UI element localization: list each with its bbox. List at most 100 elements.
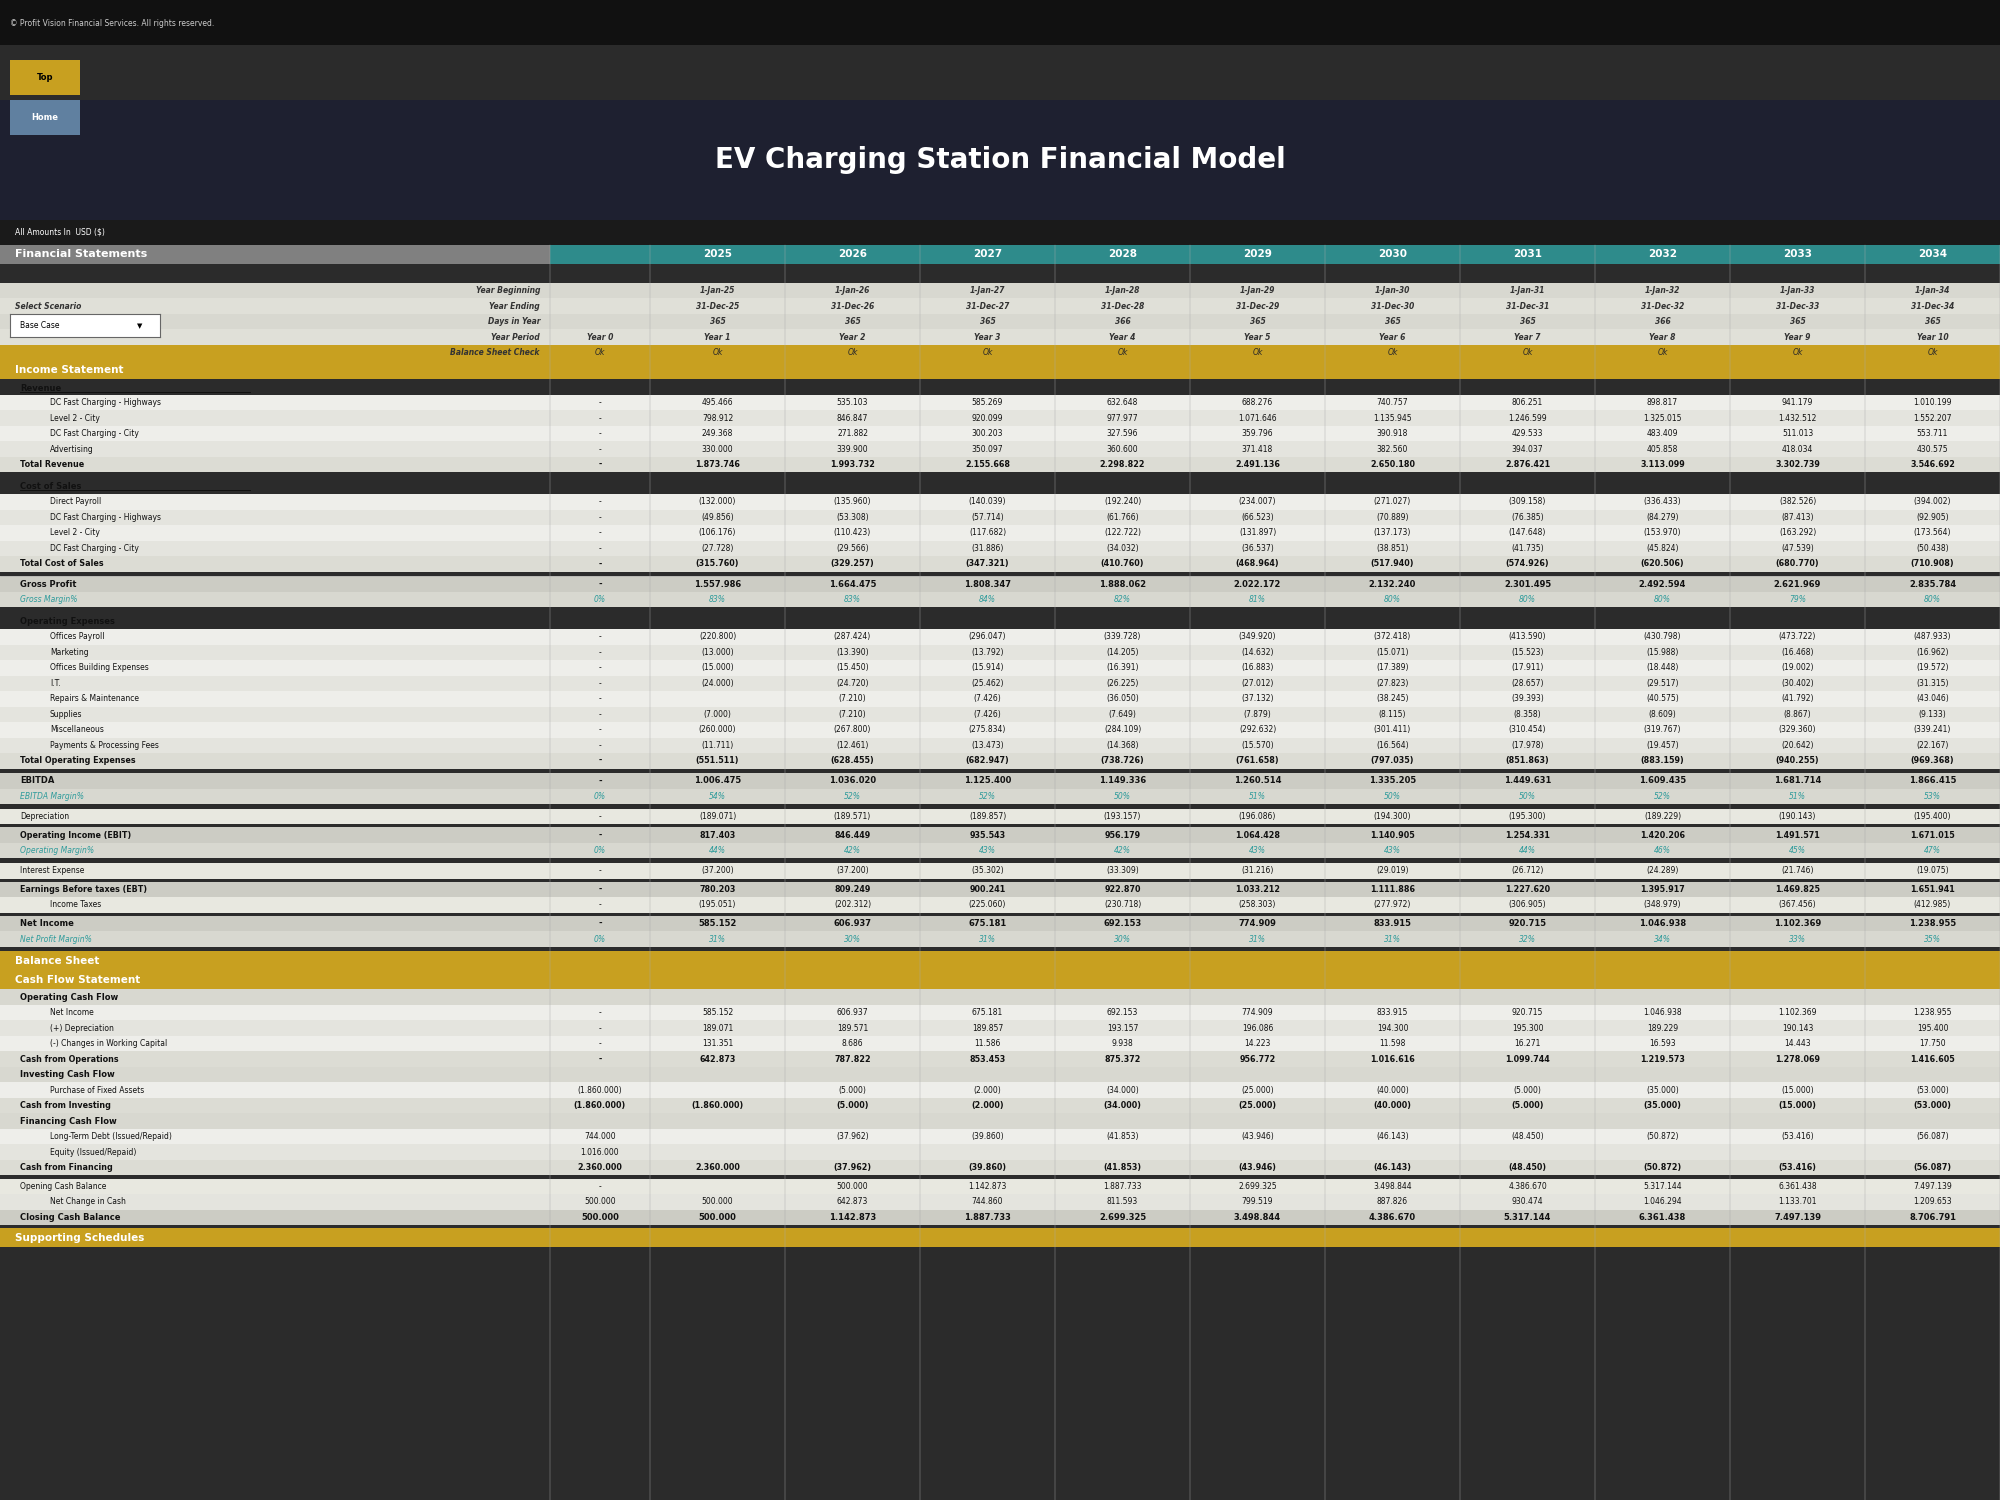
Text: 31%: 31%: [708, 934, 726, 944]
Text: (24.000): (24.000): [702, 680, 734, 688]
Text: 817.403: 817.403: [700, 831, 736, 840]
Text: (620.506): (620.506): [1640, 560, 1684, 568]
Text: -: -: [598, 414, 602, 423]
Text: 4.386.670: 4.386.670: [1508, 1182, 1546, 1191]
Text: 1.873.746: 1.873.746: [696, 460, 740, 470]
Text: (25.000): (25.000): [1242, 1086, 1274, 1095]
Text: 365: 365: [1250, 318, 1266, 327]
Text: 2.360.000: 2.360.000: [696, 1162, 740, 1172]
Text: 1.016.000: 1.016.000: [580, 1148, 620, 1156]
Text: Operating Cash Flow: Operating Cash Flow: [20, 993, 118, 1002]
Text: (225.060): (225.060): [968, 900, 1006, 909]
Text: (2.000): (2.000): [974, 1086, 1002, 1095]
Text: 1-Jan-34: 1-Jan-34: [1914, 286, 1950, 296]
Text: -: -: [598, 900, 602, 909]
Bar: [550, 244, 2000, 264]
Text: 606.937: 606.937: [836, 1008, 868, 1017]
Text: (34.000): (34.000): [1106, 1086, 1138, 1095]
Text: 500.000: 500.000: [836, 1182, 868, 1191]
Text: 50%: 50%: [1114, 792, 1132, 801]
Text: 1.246.599: 1.246.599: [1508, 414, 1546, 423]
Bar: [0, 772, 2000, 789]
Text: 189.571: 189.571: [836, 1023, 868, 1032]
Text: (8.115): (8.115): [1378, 710, 1406, 718]
Text: (7.210): (7.210): [838, 710, 866, 718]
Text: 806.251: 806.251: [1512, 398, 1544, 406]
Text: (260.000): (260.000): [698, 726, 736, 735]
Text: (271.027): (271.027): [1374, 498, 1412, 507]
Text: (24.289): (24.289): [1646, 867, 1678, 876]
Text: (25.462): (25.462): [972, 680, 1004, 688]
Text: 11.586: 11.586: [974, 1040, 1000, 1048]
Text: 898.817: 898.817: [1646, 398, 1678, 406]
Text: 2026: 2026: [838, 249, 868, 259]
Text: 50%: 50%: [1384, 792, 1400, 801]
Bar: [0, 1130, 2000, 1144]
Text: 418.034: 418.034: [1782, 444, 1814, 453]
Text: 45%: 45%: [1790, 846, 1806, 855]
Text: 31-Dec-33: 31-Dec-33: [1776, 302, 1820, 310]
Text: 189.229: 189.229: [1646, 1023, 1678, 1032]
Text: Year 1: Year 1: [704, 333, 730, 342]
Text: (14.368): (14.368): [1106, 741, 1138, 750]
Text: 80%: 80%: [1924, 596, 1940, 604]
Text: (48.450): (48.450): [1512, 1132, 1544, 1142]
Text: -: -: [598, 777, 602, 786]
Text: Offices Payroll: Offices Payroll: [50, 633, 104, 642]
Text: (56.087): (56.087): [1914, 1162, 1952, 1172]
Text: 2032: 2032: [1648, 249, 1676, 259]
Text: (16.883): (16.883): [1242, 663, 1274, 672]
Bar: [0, 1036, 2000, 1052]
Text: 2034: 2034: [1918, 249, 1948, 259]
Text: 51%: 51%: [1790, 792, 1806, 801]
Text: 1.142.873: 1.142.873: [968, 1182, 1006, 1191]
Text: Total Operating Expenses: Total Operating Expenses: [20, 756, 136, 765]
Text: (56.087): (56.087): [1916, 1132, 1948, 1142]
Text: 382.560: 382.560: [1376, 444, 1408, 453]
Text: (883.159): (883.159): [1640, 756, 1684, 765]
Text: (37.132): (37.132): [1242, 694, 1274, 703]
Text: (41.735): (41.735): [1512, 544, 1544, 554]
Text: All Amounts In  USD ($): All Amounts In USD ($): [16, 228, 104, 237]
Text: (137.173): (137.173): [1374, 528, 1412, 537]
Text: 930.474: 930.474: [1512, 1197, 1544, 1206]
Text: (18.448): (18.448): [1646, 663, 1678, 672]
Text: 977.977: 977.977: [1106, 414, 1138, 423]
Text: 483.409: 483.409: [1646, 429, 1678, 438]
Text: 43%: 43%: [1248, 846, 1266, 855]
Text: -: -: [598, 831, 602, 840]
Text: Year Ending: Year Ending: [490, 302, 540, 310]
Text: 1.219.573: 1.219.573: [1640, 1054, 1684, 1064]
Text: (45.824): (45.824): [1646, 544, 1678, 554]
Text: Operating Expenses: Operating Expenses: [20, 616, 114, 626]
Text: 1.016.616: 1.016.616: [1370, 1054, 1414, 1064]
Text: (34.032): (34.032): [1106, 544, 1138, 554]
Text: (40.575): (40.575): [1646, 694, 1678, 703]
Bar: [0, 1209, 2000, 1225]
Bar: [0, 862, 2000, 879]
Text: (851.863): (851.863): [1506, 756, 1550, 765]
Text: 500.000: 500.000: [702, 1197, 734, 1206]
Text: (37.200): (37.200): [702, 867, 734, 876]
Text: (13.792): (13.792): [972, 648, 1004, 657]
Text: (710.908): (710.908): [1910, 560, 1954, 568]
Text: 365: 365: [1790, 318, 1806, 327]
Text: 585.152: 585.152: [702, 1008, 734, 1017]
Text: 360.600: 360.600: [1106, 444, 1138, 453]
Text: (39.860): (39.860): [972, 1132, 1004, 1142]
Text: 853.453: 853.453: [970, 1054, 1006, 1064]
Text: 920.715: 920.715: [1512, 1008, 1544, 1017]
Text: -: -: [598, 680, 602, 688]
Text: 31%: 31%: [1384, 934, 1400, 944]
Text: 31-Dec-32: 31-Dec-32: [1640, 302, 1684, 310]
Bar: [0, 706, 2000, 722]
Text: 1.260.514: 1.260.514: [1234, 777, 1282, 786]
Text: Opening Cash Balance: Opening Cash Balance: [20, 1182, 106, 1191]
Text: 0%: 0%: [594, 596, 606, 604]
Text: (29.566): (29.566): [836, 544, 868, 554]
Bar: [0, 828, 2000, 843]
Text: Gross Profit: Gross Profit: [20, 579, 76, 588]
Bar: [0, 494, 2000, 510]
Text: (195.400): (195.400): [1914, 812, 1952, 820]
Text: Interest Expense: Interest Expense: [20, 867, 84, 876]
